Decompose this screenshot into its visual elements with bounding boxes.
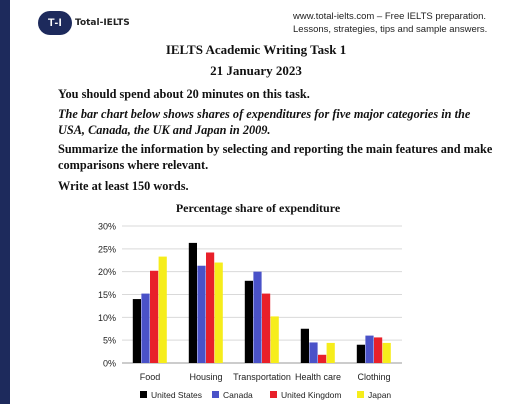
legend-label: United Kingdom [281,390,341,400]
bar [197,265,206,363]
bar [188,242,197,363]
site-tagline: www.total-ielts.com – Free IELTS prepara… [293,10,487,36]
bar [262,293,271,363]
task-title: IELTS Academic Writing Task 1 [165,42,347,57]
y-tick-label: 5% [103,336,116,346]
bar [158,256,167,363]
site-logo[interactable]: T-I Total-IELTS [38,11,130,35]
y-tick-label: 20% [98,267,116,277]
bar [150,270,159,363]
bar [300,328,309,363]
legend-swatch [212,391,219,398]
bar [356,344,365,363]
bar [244,280,253,363]
bar [132,299,141,363]
bar [141,293,150,363]
legend-label: United States [151,390,202,400]
bar [253,271,262,363]
logo-text: Total-IELTS [75,18,130,28]
bar [365,335,374,363]
legend-swatch [357,391,364,398]
left-accent-bar [0,0,10,404]
legend-swatch [140,391,147,398]
bar [206,252,215,363]
time-note: You should spend about 20 minutes on thi… [58,87,310,101]
x-category-label: Food [140,372,161,382]
legend-label: Canada [223,390,253,400]
y-tick-label: 30% [98,222,116,232]
chart-title: Percentage share of expenditure [176,201,341,215]
bar [382,342,391,363]
task-instruction: Summarize the information by selecting a… [58,142,493,172]
logo-badge: T-I [38,11,72,35]
x-category-label: Transportation [233,372,291,382]
tagline-line-1: www.total-ielts.com – Free IELTS prepara… [293,11,487,22]
tagline-line-2: Lessons, strategies, tips and sample ans… [293,24,488,35]
task-prompt: The bar chart below shows shares of expe… [58,107,471,137]
word-count-note: Write at least 150 words. [58,179,189,193]
y-tick-label: 10% [98,313,116,323]
bar [318,354,327,363]
x-category-label: Housing [189,372,222,382]
legend-swatch [270,391,277,398]
y-tick-label: 15% [98,290,116,300]
y-tick-label: 0% [103,359,116,369]
legend-label: Japan [368,390,391,400]
task-date: 21 January 2023 [210,63,302,78]
bar [270,316,279,363]
bar [374,337,383,363]
bar [326,342,335,363]
x-category-label: Health care [295,372,341,382]
bar [309,342,318,363]
bar [214,262,223,363]
y-tick-label: 25% [98,244,116,254]
x-category-label: Clothing [357,372,390,382]
